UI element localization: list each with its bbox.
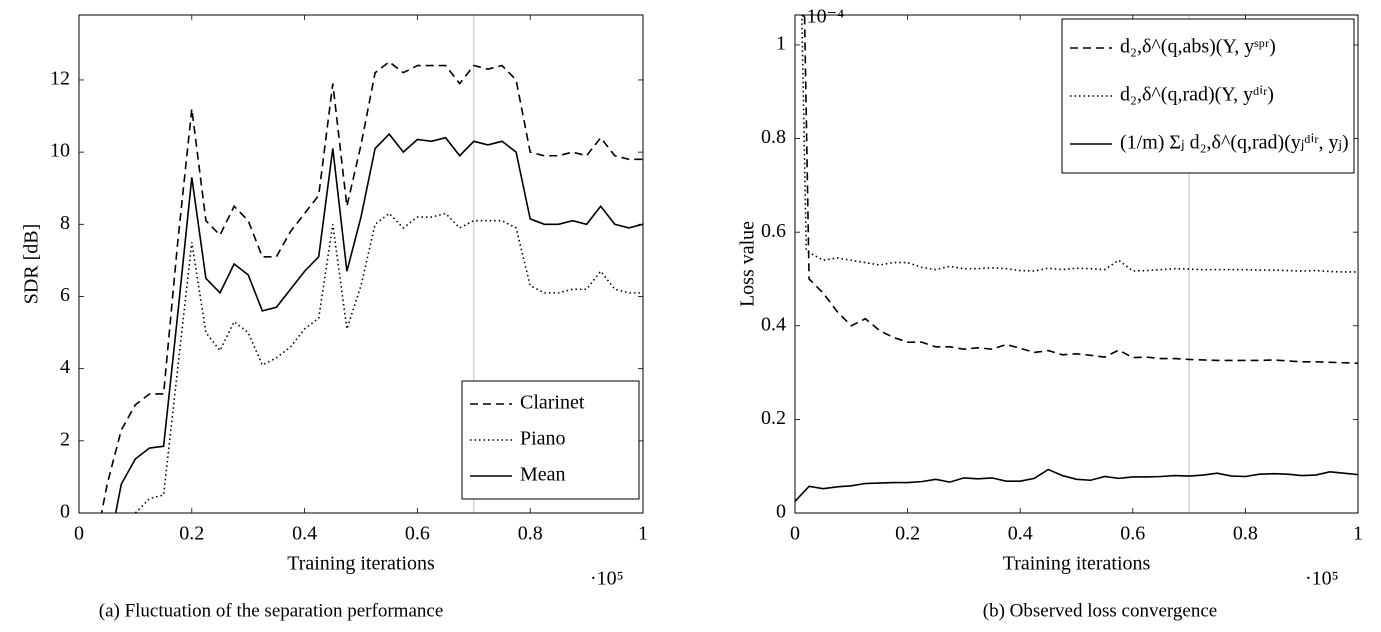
x-axis-label: Training iterations xyxy=(287,553,435,575)
x-tick-label: 0.6 xyxy=(405,523,430,545)
x-tick-label: 1 xyxy=(638,523,648,545)
series-line xyxy=(801,15,1358,273)
x-tick-label: 0.6 xyxy=(1120,523,1145,545)
plot-area xyxy=(795,15,1358,502)
y-tick-label: 0.8 xyxy=(761,126,786,148)
y-tick-label: 12 xyxy=(50,68,70,90)
series-line xyxy=(114,132,643,513)
legend-label: d₂,δ^(q,abs)(Y, yˢᵖʳ) xyxy=(1120,36,1276,58)
y-tick-label: 8 xyxy=(60,212,70,234)
x-scale-label: ·10⁵ xyxy=(590,568,624,590)
x-tick-label: 0.2 xyxy=(895,523,920,545)
series-line xyxy=(134,212,643,513)
legend-label: (1/m) Σⱼ d₂,δ^(q,rad)(yⱼᵈⁱʳ, yⱼ) xyxy=(1120,132,1349,154)
y-tick-label: 0.4 xyxy=(761,313,786,335)
x-axis-label: Training iterations xyxy=(1003,553,1151,575)
x-tick-label: 0 xyxy=(74,523,84,545)
series-line xyxy=(795,468,1358,502)
plot-area xyxy=(100,60,643,513)
x-tick-label: 0.8 xyxy=(1233,523,1258,545)
series-line xyxy=(803,15,1358,365)
x-tick-label: 1 xyxy=(1353,523,1363,545)
legend-label: Mean xyxy=(520,464,566,486)
x-tick-label: 0.4 xyxy=(292,523,317,545)
legend-label: Clarinet xyxy=(520,392,585,414)
caption: (a) Fluctuation of the separation perfor… xyxy=(99,600,444,621)
x-tick-label: 0.8 xyxy=(518,523,543,545)
y-tick-label: 0 xyxy=(60,501,70,523)
y-axis-label: SDR [dB] xyxy=(21,224,43,305)
y-tick-label: 2 xyxy=(60,428,70,450)
y-tick-label: 6 xyxy=(60,284,70,306)
axes-frame xyxy=(794,14,1359,514)
legend: d₂,δ^(q,abs)(Y, yˢᵖʳ) d₂,δ^(q,rad)(Y, yᵈⁱ… xyxy=(1061,18,1355,174)
y-tick-label: 0.6 xyxy=(761,220,786,242)
caption: (b) Observed loss convergence xyxy=(983,600,1217,621)
legend: Clarinet Piano Mean xyxy=(461,380,640,500)
y-tick-label: 0 xyxy=(776,501,786,523)
chart: 0 0.2 0.4 0.6 0.8 1 0 0.2 0.4 0.6 0.8 1 Training ite… xyxy=(737,6,1363,622)
y-tick-label: 10 xyxy=(50,140,70,162)
y-tick-label: 4 xyxy=(60,356,70,378)
axes-frame xyxy=(78,14,644,514)
series-line xyxy=(100,60,643,513)
y-axis-label: Loss value xyxy=(737,221,759,307)
y-scale-label: ·10⁻⁴ xyxy=(800,6,844,28)
x-tick-label: 0 xyxy=(790,523,800,545)
y-tick-label: 0.2 xyxy=(761,407,786,429)
legend-label: Piano xyxy=(520,428,566,450)
legend-label: d₂,δ^(q,rad)(Y, yᵈⁱʳ) xyxy=(1120,84,1274,106)
x-scale-label: ·10⁵ xyxy=(1305,568,1339,590)
legend-box xyxy=(461,380,640,500)
x-tick-label: 0.2 xyxy=(179,523,204,545)
y-tick-label: 1 xyxy=(776,33,786,55)
x-tick-label: 0.4 xyxy=(1008,523,1033,545)
